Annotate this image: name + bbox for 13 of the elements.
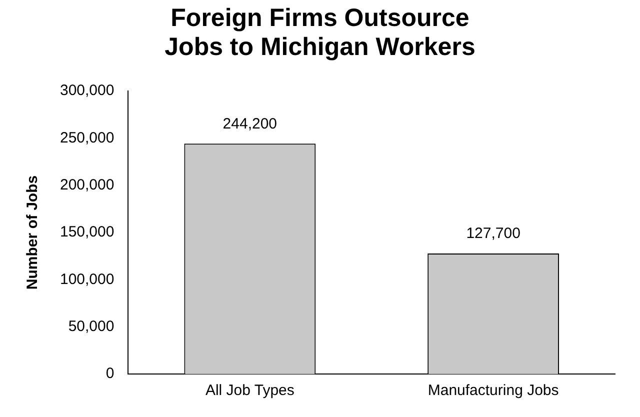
- data-label: 127,700: [466, 225, 520, 242]
- x-tick-label: Manufacturing Jobs: [428, 382, 559, 400]
- y-tick-label: 300,000: [60, 82, 114, 100]
- x-tick-label: All Job Types: [205, 382, 294, 400]
- y-tick-label: 50,000: [68, 318, 114, 335]
- chart-title: Foreign Firms Outsource Jobs to Michigan Workers: [164, 4, 476, 62]
- y-tick-label: 150,000: [60, 224, 114, 241]
- y-tick-label: 0: [106, 365, 114, 382]
- y-tick-label: 250,000: [60, 129, 114, 146]
- y-axis-title: Number of Jobs: [24, 175, 42, 290]
- y-tick-label: 100,000: [60, 270, 114, 288]
- data-label: 244,200: [222, 115, 278, 132]
- y-tick-label: 200,000: [60, 176, 114, 194]
